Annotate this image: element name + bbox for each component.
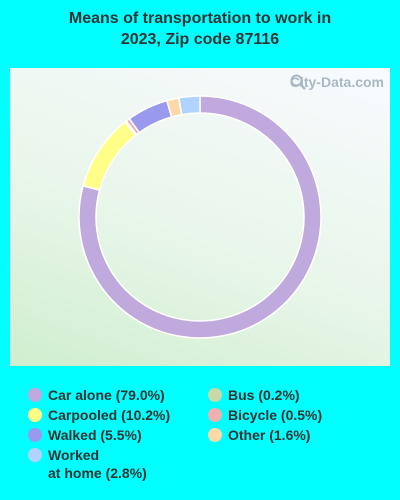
legend-item-bus: Bus (0.2%) <box>208 386 300 404</box>
chart-panel: City-Data.com <box>10 68 390 366</box>
legend-swatch-worked-at-home <box>28 448 42 462</box>
donut-slice-walked <box>128 99 173 134</box>
chart-title: Means of transportation to work in 2023,… <box>0 8 400 50</box>
legend-label-worked-at-home: Worked at home (2.8%) <box>48 447 147 481</box>
donut-chart <box>78 95 322 339</box>
donut-slice-carpooled <box>82 120 137 192</box>
chart-title-line-2: 2023, Zip code 87116 <box>120 31 280 48</box>
legend-label-carpooled: Carpooled (10.2%) <box>48 407 171 423</box>
legend-label-bicycle: Bicycle (0.5%) <box>228 407 323 423</box>
legend-item-car-alone: Car alone (79.0%) <box>28 386 165 404</box>
legend-item-walked: Walked (5.5%) <box>28 426 142 444</box>
legend-item-other: Other (1.6%) <box>208 426 310 444</box>
legend-swatch-car-alone <box>28 388 42 402</box>
legend-item-worked-at-home: Worked at home (2.8%) <box>28 446 147 482</box>
chart-title-line-1: Means of transportation to work in <box>68 10 332 27</box>
legend-label-other: Other (1.6%) <box>228 427 311 443</box>
legend-item-carpooled: Carpooled (10.2%) <box>28 406 170 424</box>
legend-label-car-alone: Car alone (79.0%) <box>48 387 165 403</box>
donut-slice-worked-at-home <box>177 95 201 116</box>
legend-swatch-walked <box>28 428 42 442</box>
legend-swatch-bus <box>208 388 222 402</box>
legend-item-bicycle: Bicycle (0.5%) <box>208 406 322 424</box>
magnifier-icon <box>290 74 306 90</box>
legend-label-bus: Bus (0.2%) <box>228 387 300 403</box>
legend-swatch-carpooled <box>28 408 42 422</box>
legend-label-walked: Walked (5.5%) <box>48 427 142 443</box>
legend-swatch-other <box>208 428 222 442</box>
watermark: City-Data.com <box>290 74 384 90</box>
watermark-text: City-Data.com <box>289 74 384 90</box>
donut-slice-car-alone <box>78 95 322 339</box>
legend-swatch-bicycle <box>208 408 222 422</box>
